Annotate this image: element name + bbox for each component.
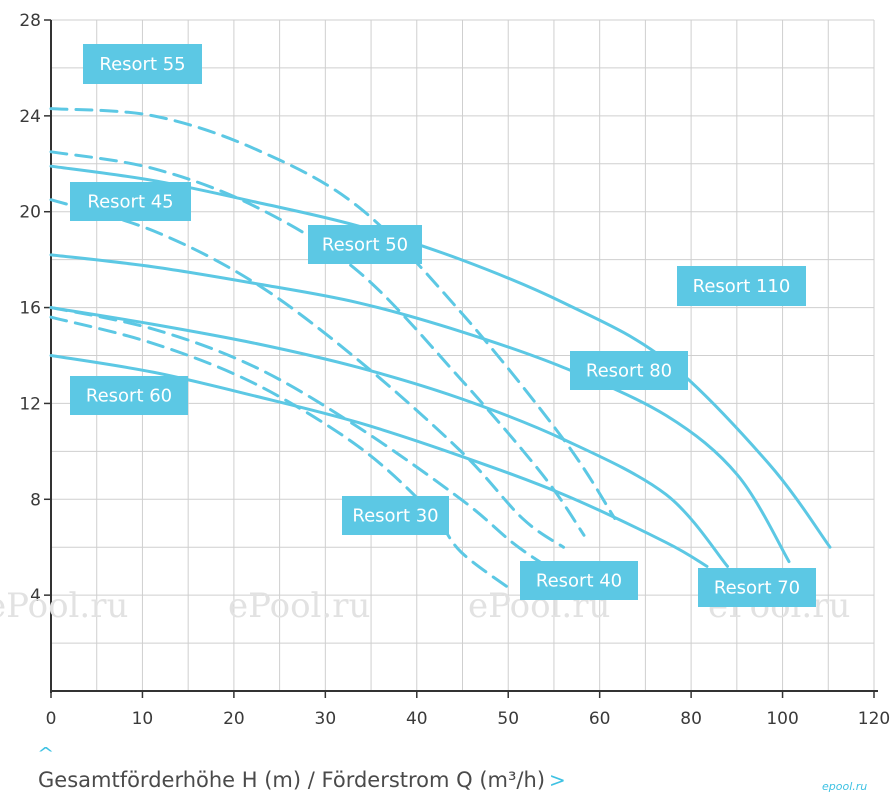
- x-tick-label: 80: [680, 709, 702, 729]
- curve-resort-70: [49, 306, 729, 568]
- x-tick-label: 60: [589, 709, 611, 729]
- label-text: Resort 40: [536, 571, 622, 592]
- label-text: Resort 30: [352, 506, 438, 527]
- label-text: Resort 70: [714, 578, 800, 599]
- x-tick-label: 100: [766, 709, 798, 729]
- label-resort-55: Resort 55: [83, 44, 202, 84]
- label-box: [698, 568, 816, 607]
- x-tick-label: 120: [858, 709, 890, 729]
- x-tick-label: 10: [132, 709, 154, 729]
- y-tick-label: 20: [19, 203, 41, 223]
- grid: [50, 19, 875, 692]
- y-tick-label: 16: [19, 299, 41, 319]
- label-resort-60: Resort 60: [70, 376, 188, 415]
- label-text: Resort 80: [586, 361, 672, 382]
- label-box: [70, 376, 188, 415]
- x-tick-label: 30: [315, 709, 337, 729]
- watermark-text: ePool.ru: [0, 586, 128, 626]
- curve-labels: Resort 55 Resort 45 Resort 50 Resort 110 Res…: [70, 44, 816, 607]
- curves: [49, 107, 832, 592]
- x-axis-title: Gesamtförderhöhe H (m) / Förderstrom Q (…: [38, 768, 566, 792]
- label-text: Resort 55: [99, 54, 185, 75]
- x-tick-label: 50: [497, 709, 519, 729]
- label-box: [570, 351, 688, 390]
- y-tick-label: 8: [30, 490, 41, 510]
- label-box: [70, 182, 191, 221]
- x-tick-labels: 0 10 20 30 40 50 60 80 100 120: [46, 691, 890, 729]
- x-tick-label: 20: [223, 709, 245, 729]
- label-resort-70: Resort 70: [698, 568, 816, 607]
- label-resort-40: Resort 40: [520, 561, 638, 600]
- label-text: Resort 50: [322, 235, 408, 256]
- chevron-right-icon[interactable]: >: [549, 768, 566, 792]
- watermark-text: ePool.ru: [228, 586, 370, 626]
- curve-resort-45: [49, 198, 565, 549]
- label-resort-50: Resort 50: [308, 225, 422, 264]
- y-tick-label: 4: [30, 586, 41, 606]
- label-resort-30: Resort 30: [342, 496, 449, 535]
- site-mark: epool.ru: [822, 780, 868, 793]
- y-tick-labels: 4 8 12 16 20 24 28: [19, 11, 51, 606]
- curve-resort-80: [49, 253, 791, 564]
- axis-title-text: Gesamtförderhöhe H (m) / Förderstrom Q (…: [38, 768, 546, 792]
- curve-resort-30: [49, 315, 514, 592]
- label-resort-110: Resort 110: [677, 266, 806, 306]
- chevron-up-icon[interactable]: ^: [36, 744, 55, 763]
- curve-resort-55: [49, 107, 617, 520]
- curve-resort-60: [49, 354, 709, 568]
- label-text: Resort 60: [86, 386, 172, 407]
- label-resort-45: Resort 45: [70, 182, 191, 221]
- label-box: [342, 496, 449, 535]
- x-tick-label: 40: [406, 709, 428, 729]
- curve-resort-50: [49, 150, 586, 537]
- label-box: [520, 561, 638, 600]
- label-box: [83, 44, 202, 84]
- label-text: Resort 110: [693, 276, 791, 297]
- x-tick-label: 0: [46, 709, 57, 729]
- y-tick-label: 12: [19, 394, 41, 414]
- label-box: [677, 266, 806, 306]
- label-text: Resort 45: [87, 192, 173, 213]
- y-tick-label: 28: [19, 11, 41, 31]
- label-resort-80: Resort 80: [570, 351, 688, 390]
- curve-resort-40: [49, 306, 545, 566]
- y-tick-label: 24: [19, 107, 41, 127]
- label-box: [308, 225, 422, 264]
